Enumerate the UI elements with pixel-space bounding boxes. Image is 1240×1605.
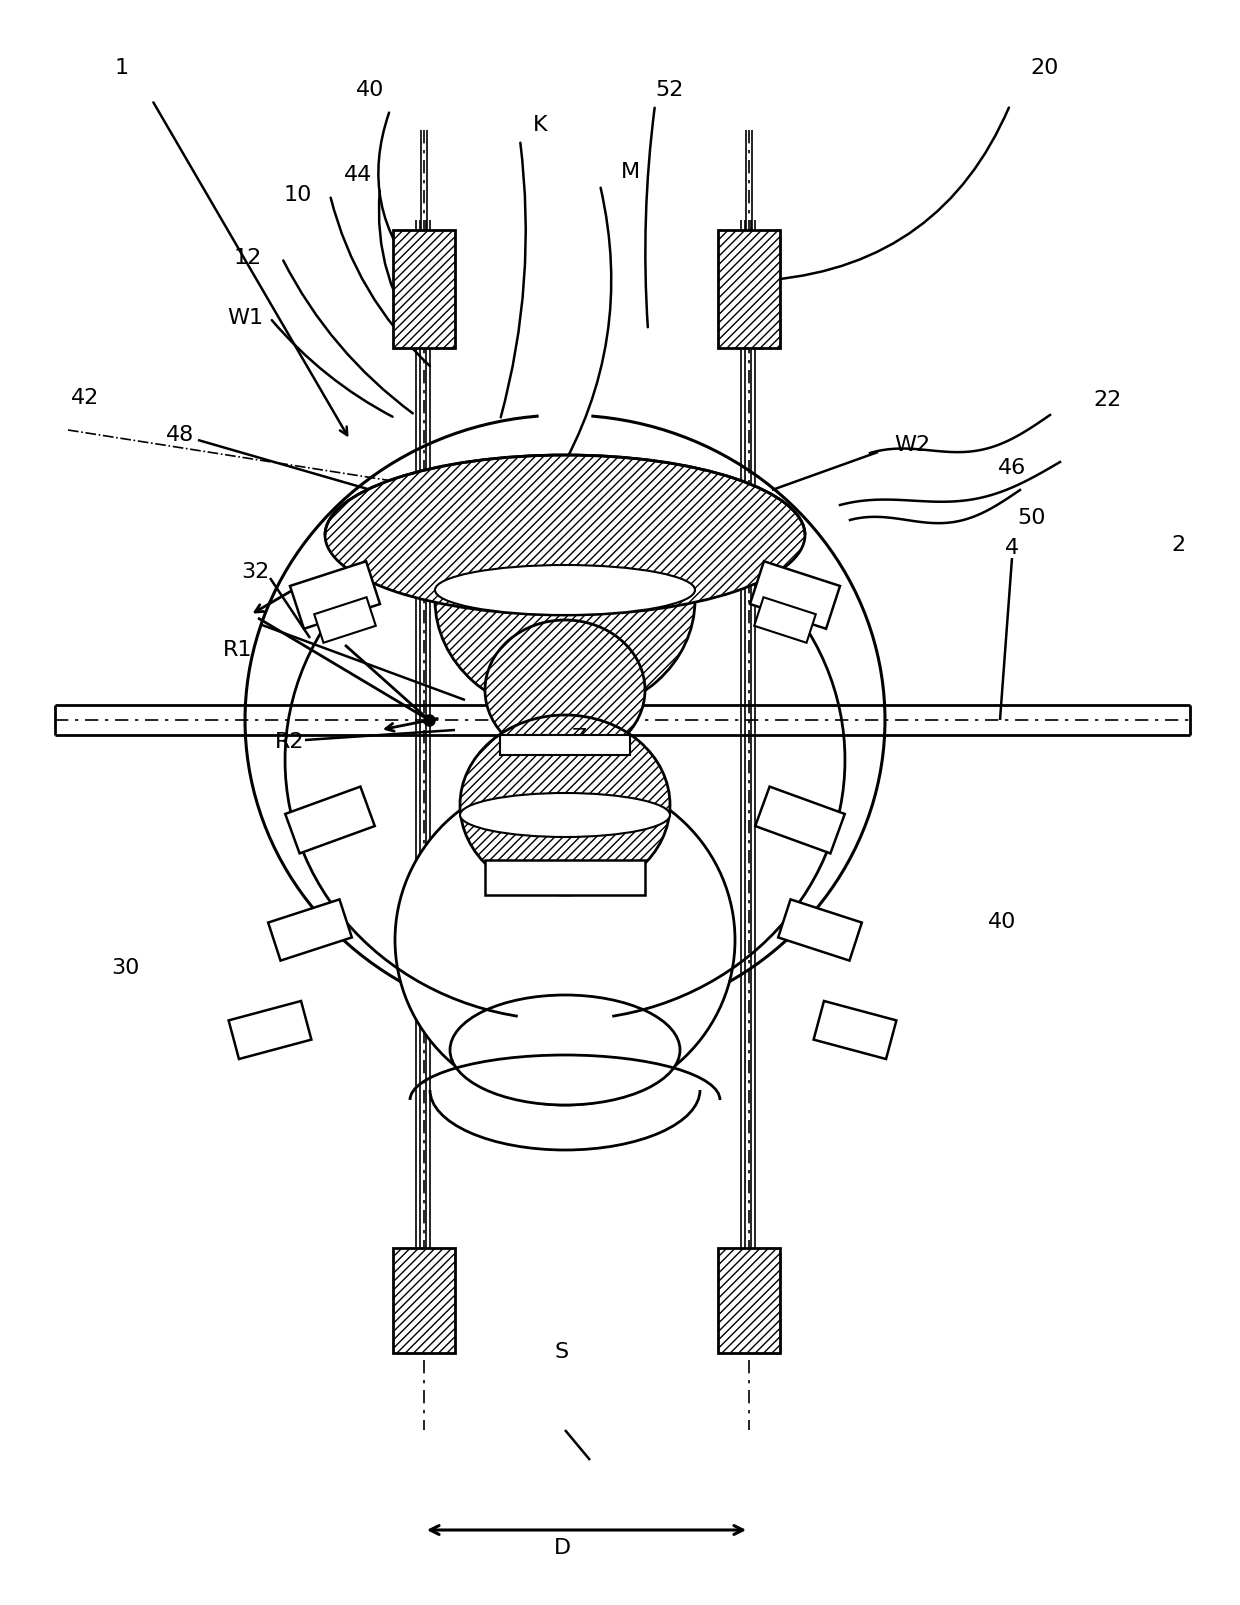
Text: 44: 44 <box>343 165 372 185</box>
Text: 20: 20 <box>1030 58 1059 79</box>
Ellipse shape <box>435 565 694 615</box>
Polygon shape <box>813 1002 897 1059</box>
Ellipse shape <box>485 620 645 761</box>
Polygon shape <box>314 597 376 642</box>
Text: 1: 1 <box>115 58 129 79</box>
Text: 22: 22 <box>1094 390 1122 409</box>
Text: 32: 32 <box>241 562 269 583</box>
Polygon shape <box>290 562 379 629</box>
Ellipse shape <box>396 775 735 1104</box>
Text: 12: 12 <box>234 249 262 268</box>
Bar <box>393 1249 455 1353</box>
Text: M: M <box>620 162 640 181</box>
Text: 40: 40 <box>356 80 384 100</box>
Bar <box>500 735 630 754</box>
Text: D: D <box>553 1538 570 1558</box>
Text: 30: 30 <box>110 958 139 977</box>
Polygon shape <box>755 786 844 854</box>
Polygon shape <box>754 597 816 642</box>
Text: R2: R2 <box>275 732 305 753</box>
Ellipse shape <box>435 485 694 714</box>
Bar <box>718 230 780 348</box>
Text: W2: W2 <box>894 435 930 454</box>
Polygon shape <box>285 786 374 854</box>
Ellipse shape <box>460 714 670 896</box>
Text: 52: 52 <box>656 80 684 100</box>
Bar <box>485 860 645 896</box>
Text: 48: 48 <box>166 425 195 445</box>
Ellipse shape <box>460 793 670 836</box>
Text: R1: R1 <box>223 640 253 660</box>
Text: 40: 40 <box>988 912 1017 933</box>
Text: Z: Z <box>573 729 588 748</box>
Ellipse shape <box>325 454 805 615</box>
Text: 2: 2 <box>1171 534 1185 555</box>
Text: S: S <box>556 1342 569 1363</box>
Polygon shape <box>228 1002 311 1059</box>
Ellipse shape <box>450 995 680 1104</box>
Text: 4: 4 <box>1004 538 1019 559</box>
Polygon shape <box>779 899 862 961</box>
Polygon shape <box>268 899 352 961</box>
Text: 42: 42 <box>71 388 99 408</box>
Bar <box>718 1249 780 1353</box>
Bar <box>393 230 455 348</box>
Text: 50: 50 <box>1018 509 1047 528</box>
Text: 46: 46 <box>998 457 1027 478</box>
Text: W1: W1 <box>227 308 263 327</box>
Polygon shape <box>750 562 839 629</box>
Text: 10: 10 <box>284 185 312 205</box>
Text: K: K <box>533 116 547 135</box>
